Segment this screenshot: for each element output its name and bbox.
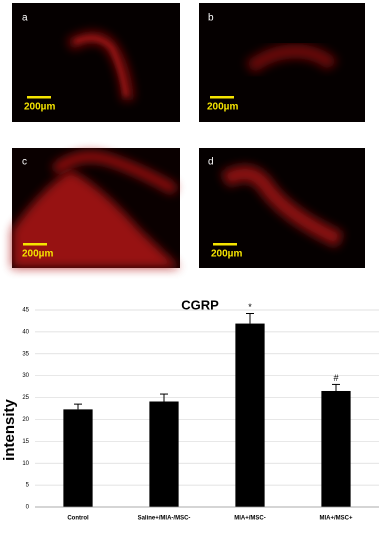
panel-label: d xyxy=(208,157,214,168)
panel-label: c xyxy=(22,157,27,168)
scale-label: 200µm xyxy=(22,249,53,260)
significance-mark: * xyxy=(248,302,252,312)
bar xyxy=(235,323,265,507)
significance-mark: # xyxy=(333,373,338,383)
y-tick-label: 10 xyxy=(22,461,29,467)
y-axis-label: intensity xyxy=(1,399,18,461)
panel-c: c 200µm xyxy=(12,148,180,268)
bar xyxy=(63,409,93,507)
y-tick-label: 15 xyxy=(22,439,29,445)
y-tick-label: 35 xyxy=(22,351,29,357)
scale-label: 200µm xyxy=(207,102,238,113)
y-tick-label: 30 xyxy=(22,373,29,379)
bar xyxy=(321,390,351,507)
y-tick-label: 5 xyxy=(26,483,30,489)
x-tick-label: Control xyxy=(67,516,89,522)
chart-title: CGRP xyxy=(181,297,219,312)
x-tick-label: MIA+/MSC- xyxy=(234,516,266,522)
y-tick-label: 40 xyxy=(22,329,29,335)
scale-label: 200µm xyxy=(211,249,242,260)
y-tick-label: 45 xyxy=(22,308,29,314)
bar xyxy=(149,401,179,507)
chart: CGRP intensity 0 5 10 15 20 25 30 35 40 45 Control… xyxy=(1,297,379,522)
y-tick-label: 20 xyxy=(22,417,29,423)
panel-label: b xyxy=(208,13,214,24)
panel-b: b 200µm xyxy=(199,3,365,122)
x-tick-label: Saline+/MIA-/MSC- xyxy=(138,516,191,522)
x-tick-label: MIA+/MSC+ xyxy=(319,516,353,522)
y-tick-label: 25 xyxy=(22,395,29,401)
panel-label: a xyxy=(22,13,28,24)
y-tick-label: 0 xyxy=(26,505,30,511)
scale-label: 200µm xyxy=(24,102,55,113)
panel-a: a 200µm xyxy=(12,3,180,122)
panel-d: d 200µm xyxy=(199,148,365,268)
